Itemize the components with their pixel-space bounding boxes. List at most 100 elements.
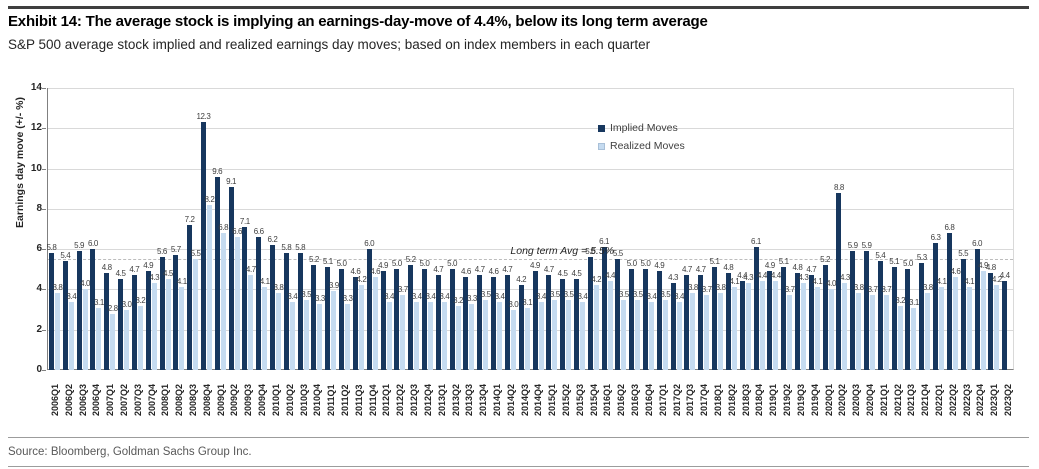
value-label-implied-2008Q3: 7.2 <box>184 214 195 224</box>
value-label-realized-2011Q4: 4.6 <box>370 267 381 277</box>
value-label-implied-2007Q1: 4.8 <box>101 263 112 273</box>
bar-realized-2020Q2 <box>842 283 848 370</box>
x-tick-label-2011Q1: 2011Q1 <box>326 384 337 416</box>
bar-implied-2022Q3 <box>960 259 966 370</box>
bar-implied-2016Q3 <box>629 269 635 370</box>
bar-realized-2022Q1 <box>939 287 945 370</box>
x-tick-label-2012Q2: 2012Q2 <box>395 383 406 416</box>
x-tick-label-2021Q3: 2021Q3 <box>906 383 917 416</box>
y-tickmark-0 <box>42 370 46 371</box>
value-label-realized-2018Q2: 4.1 <box>729 277 740 287</box>
x-tick-label-2016Q1: 2016Q1 <box>602 383 613 416</box>
y-tickmark-8 <box>42 208 46 210</box>
value-label-realized-2014Q1: 3.4 <box>494 291 505 301</box>
x-tick-label-2013Q1: 2013Q1 <box>436 383 447 416</box>
bar-implied-2007Q4 <box>145 271 151 370</box>
value-label-implied-2006Q1: 5.8 <box>46 243 57 253</box>
x-tick-label-2008Q2: 2008Q2 <box>174 383 185 416</box>
bar-realized-2008Q3 <box>193 259 199 370</box>
x-tick-label-2006Q4: 2006Q4 <box>91 383 102 416</box>
value-label-implied-2015Q2: 4.5 <box>557 269 568 279</box>
bar-implied-2020Q2 <box>836 192 842 370</box>
bar-implied-2014Q2 <box>504 275 510 370</box>
gridline-12 <box>48 128 1013 130</box>
long-term-avg-line <box>48 259 1013 261</box>
bar-implied-2012Q1 <box>380 271 386 370</box>
x-tick-label-2018Q3: 2018Q3 <box>740 383 751 416</box>
bar-realized-2009Q3 <box>248 275 254 370</box>
x-tick-label-2019Q4: 2019Q4 <box>809 383 820 416</box>
x-tick-label-2010Q3: 2010Q3 <box>298 383 309 416</box>
value-label-realized-2010Q1: 3.8 <box>273 283 284 293</box>
bar-implied-2019Q3 <box>794 273 800 370</box>
bar-realized-2015Q2 <box>566 299 572 370</box>
bar-implied-2016Q2 <box>615 259 621 370</box>
value-label-realized-2019Q2: 3.7 <box>784 285 795 295</box>
bar-implied-2008Q1 <box>159 257 165 370</box>
bar-implied-2006Q2 <box>62 261 68 370</box>
value-label-realized-2012Q4: 3.4 <box>425 291 436 301</box>
bar-implied-2014Q3 <box>518 285 524 370</box>
bar-realized-2016Q2 <box>621 299 627 370</box>
x-tick-label-2013Q2: 2013Q2 <box>450 383 461 416</box>
value-label-implied-2010Q4: 5.2 <box>309 255 319 265</box>
x-tick-label-2018Q4: 2018Q4 <box>754 383 765 416</box>
x-tick-label-2019Q1: 2019Q1 <box>768 383 779 416</box>
bar-implied-2006Q4 <box>90 249 96 370</box>
bar-implied-2021Q1 <box>877 261 883 370</box>
value-label-realized-2019Q3: 4.3 <box>798 273 809 283</box>
x-tick-label-2020Q3: 2020Q3 <box>851 383 862 416</box>
bar-realized-2017Q3 <box>690 293 696 370</box>
bar-realized-2019Q4 <box>814 287 820 370</box>
bar-realized-2021Q1 <box>883 295 889 370</box>
value-label-realized-2020Q1: 4.0 <box>826 279 837 289</box>
bar-realized-2016Q4 <box>649 301 654 370</box>
value-label-implied-2014Q3: 4.2 <box>516 275 527 285</box>
bar-realized-2009Q2 <box>234 237 240 370</box>
value-label-implied-2023Q2: 4.4 <box>999 271 1010 281</box>
gridline-10 <box>48 168 1013 170</box>
realized-swatch-icon <box>598 142 605 150</box>
value-label-realized-2011Q2: 3.3 <box>342 293 353 303</box>
value-label-implied-2010Q3: 5.8 <box>295 243 306 253</box>
bar-realized-2006Q4 <box>96 307 102 370</box>
x-tick-label-2017Q4: 2017Q4 <box>699 383 710 416</box>
x-tick-label-2023Q1: 2023Q1 <box>989 383 1000 416</box>
value-label-realized-2011Q1: 3.9 <box>328 281 339 291</box>
bar-implied-2009Q4 <box>256 237 262 370</box>
chart-plot-area: 5.8 3.8 5.4 3.4 5.9 4.0 6.0 3.1 4.8 2.8 4.5 3.0 4.7 3… <box>47 88 1014 370</box>
y-tickmark-4 <box>42 289 46 291</box>
bar-implied-2007Q3 <box>131 275 137 370</box>
value-label-implied-2011Q2: 5.0 <box>336 259 347 269</box>
value-label-realized-2007Q4: 4.3 <box>149 273 160 283</box>
x-tick-label-2018Q2: 2018Q2 <box>726 383 737 416</box>
bar-implied-2010Q1 <box>270 245 276 370</box>
bar-realized-2010Q4 <box>317 303 323 370</box>
value-label-implied-2014Q2: 4.7 <box>502 265 513 275</box>
value-label-implied-2009Q3: 7.1 <box>239 216 250 226</box>
value-label-implied-2008Q4: 12.3 <box>196 112 211 122</box>
x-tick-label-2006Q2: 2006Q2 <box>63 383 74 416</box>
gridline-6 <box>48 249 1013 251</box>
x-tick-label-2013Q3: 2013Q3 <box>464 383 475 416</box>
value-label-realized-2006Q4: 3.1 <box>93 297 104 307</box>
x-tick-label-2012Q3: 2012Q3 <box>409 383 420 416</box>
bar-implied-2013Q1 <box>435 275 441 370</box>
value-label-realized-2013Q4: 3.5 <box>480 289 491 299</box>
value-label-implied-2023Q1: 4.8 <box>985 263 996 273</box>
value-label-realized-2016Q2: 3.5 <box>618 289 629 299</box>
bar-realized-2007Q1 <box>110 313 116 370</box>
bar-realized-2020Q4 <box>870 295 876 370</box>
value-label-implied-2020Q3: 5.9 <box>847 241 858 251</box>
value-label-realized-2017Q1: 3.5 <box>660 289 671 299</box>
value-label-realized-2006Q3: 4.0 <box>80 279 91 289</box>
bar-implied-2015Q2 <box>560 279 566 370</box>
value-label-implied-2019Q4: 4.7 <box>806 265 817 275</box>
x-tick-label-2015Q3: 2015Q3 <box>574 383 585 416</box>
value-label-implied-2013Q1: 4.7 <box>433 265 444 275</box>
bar-realized-2019Q1 <box>773 281 779 370</box>
bar-realized-2014Q4 <box>538 301 544 370</box>
value-label-implied-2022Q1: 6.3 <box>930 233 941 243</box>
value-label-realized-2008Q2: 4.1 <box>176 277 187 287</box>
x-tick-label-2022Q3: 2022Q3 <box>961 383 972 416</box>
